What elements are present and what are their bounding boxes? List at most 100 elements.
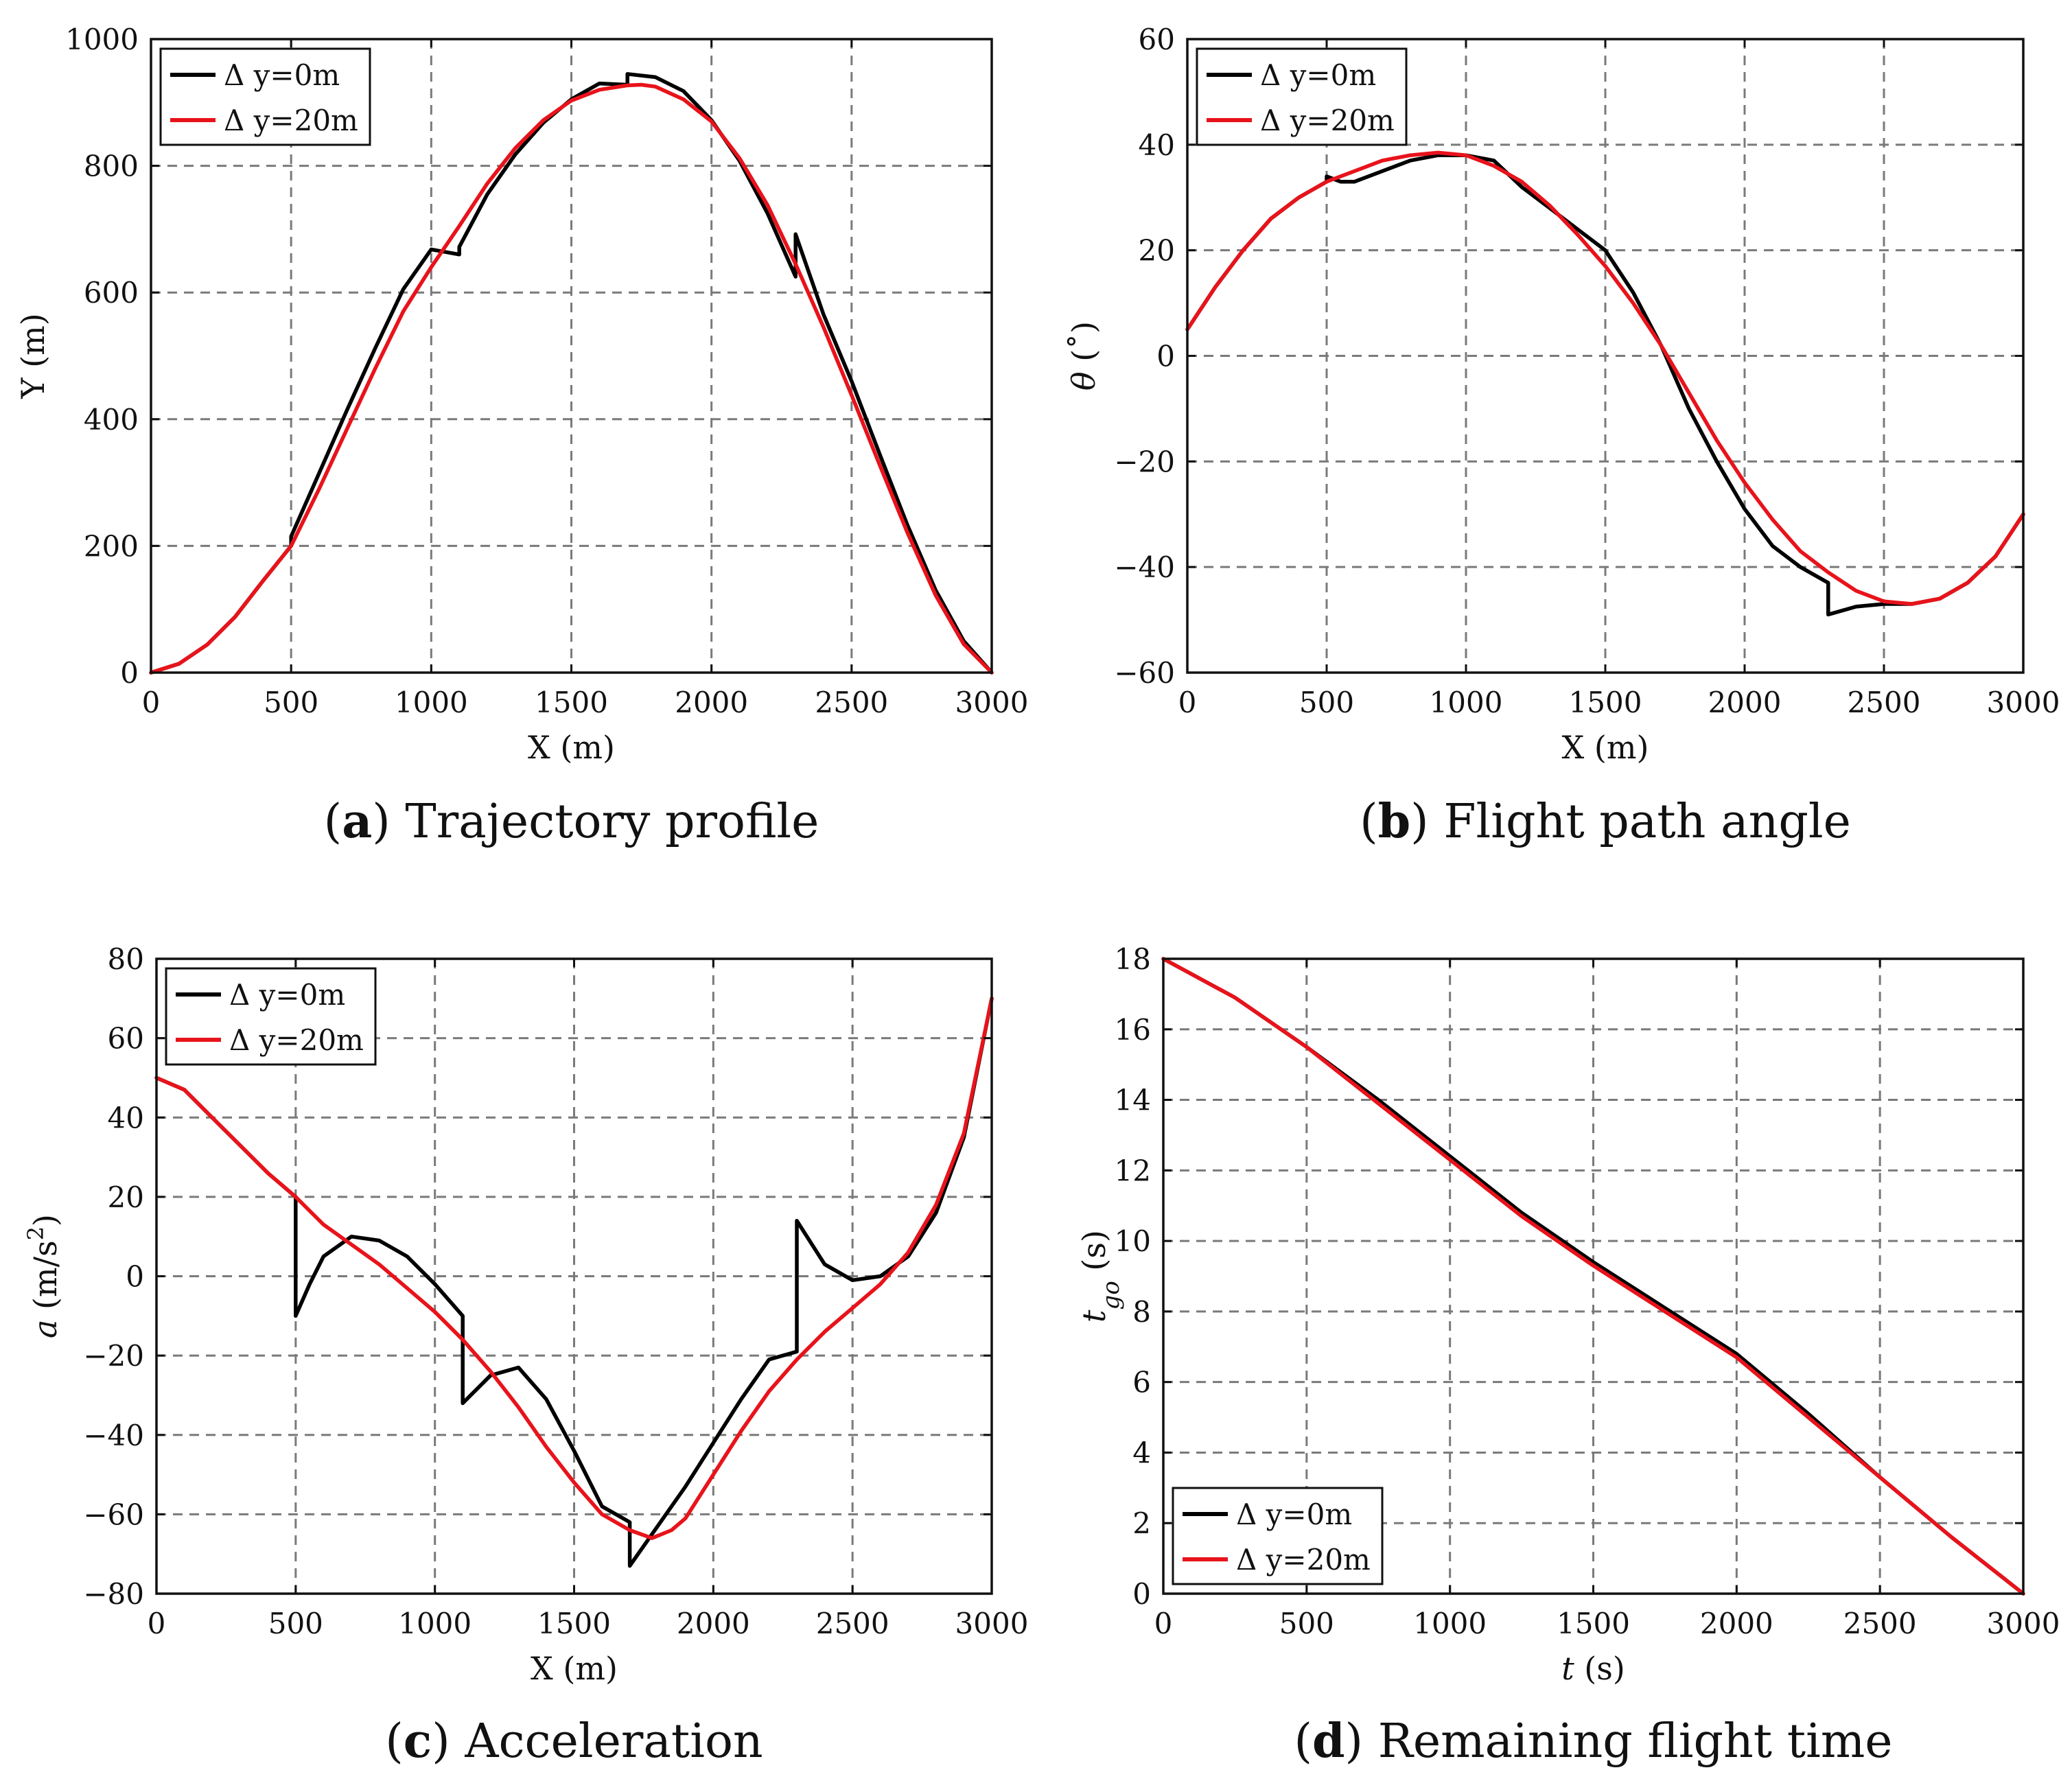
panel-d-remaining-flight-time: 0 500 1000 1500 2000 2500 3000 0 2 4 6 8 10 12 14 16 18 t…	[1075, 942, 2060, 1769]
y-tick-label: 16	[1115, 1013, 1151, 1047]
panel-caption: (d) Remaining flight time	[1294, 1714, 1892, 1769]
y-tick-label: 40	[108, 1101, 144, 1134]
y-tick-label: 8	[1132, 1295, 1151, 1329]
x-tick-label: 2000	[675, 686, 748, 719]
caption-letter: d	[1312, 1714, 1345, 1769]
series-line-1	[1161, 957, 2025, 1596]
y-tick-label: 0	[120, 656, 139, 690]
y-tick-label: 40	[1139, 128, 1175, 162]
panel-caption: (a) Trajectory profile	[324, 794, 819, 849]
caption-close-paren: )	[1410, 795, 1443, 849]
legend-box	[165, 967, 377, 1066]
caption-letter: c	[404, 1714, 432, 1769]
legend-label-1: Δ y=20m	[224, 104, 358, 137]
y-tick-label: 400	[84, 403, 139, 437]
x-tick-label: 500	[1279, 1607, 1334, 1640]
x-tick-label: 1500	[537, 1607, 611, 1640]
y-axis-label: Y (m)	[14, 313, 51, 399]
legend: Δ y=0m Δ y=20m	[1172, 1487, 1384, 1585]
legend-label-0: Δ y=0m	[229, 978, 345, 1012]
y-tick-label: −60	[1114, 656, 1175, 690]
y-axis-label-symbol: a	[27, 1320, 64, 1338]
y-tick-label: 14	[1115, 1084, 1151, 1117]
y-tick-label: −40	[83, 1419, 144, 1452]
y-axis-label-symbol: t	[1075, 1310, 1113, 1323]
x-tick-label: 3000	[955, 1607, 1029, 1640]
x-axis-label: X (m)	[528, 729, 615, 766]
x-tick-label: 0	[1154, 1607, 1173, 1640]
caption-close-paren: )	[372, 795, 405, 849]
x-tick-label: 2500	[816, 1607, 889, 1640]
y-tick-label: 10	[1115, 1224, 1151, 1258]
y-tick-label: 0	[1156, 340, 1175, 373]
y-tick-label: 60	[1139, 23, 1175, 56]
caption-open-paren: (	[1360, 795, 1378, 849]
legend-label-0: Δ y=0m	[224, 58, 340, 92]
x-tick-label: 500	[264, 686, 318, 719]
y-tick-label: 200	[84, 529, 139, 563]
legend-label-1: Δ y=20m	[229, 1023, 364, 1057]
x-axis-label: X (m)	[531, 1650, 618, 1687]
series-line-0	[154, 997, 994, 1568]
y-axis-label-unit: (m/s	[27, 1240, 64, 1319]
x-tick-label: 2000	[1700, 1607, 1773, 1640]
caption-text: Acceleration	[464, 1714, 763, 1769]
legend-box	[1196, 47, 1408, 146]
caption-close-paren: )	[1345, 1714, 1378, 1769]
y-axis-label: a (m/s2)	[23, 1214, 64, 1338]
x-tick-label: 2000	[1708, 686, 1782, 719]
y-tick-label: 12	[1115, 1154, 1151, 1187]
caption-text: Remaining flight time	[1378, 1714, 1893, 1769]
panel-caption: (c) Acceleration	[385, 1714, 763, 1769]
legend: Δ y=0m Δ y=20m	[159, 47, 371, 146]
y-tick-label: 0	[1132, 1577, 1151, 1611]
y-tick-label: −80	[83, 1577, 144, 1611]
x-tick-label: 1000	[1430, 686, 1503, 719]
x-tick-label: 2000	[677, 1607, 750, 1640]
caption-letter: a	[342, 794, 372, 849]
x-axis-label: t (s)	[1561, 1650, 1625, 1687]
y-axis-label-symbol: θ	[1065, 371, 1102, 391]
y-axis-label-exponent: 2	[23, 1226, 49, 1240]
y-tick-label: 4	[1132, 1436, 1151, 1469]
legend-box	[159, 47, 371, 146]
y-tick-label: 18	[1115, 942, 1151, 976]
legend-box	[1172, 1487, 1384, 1585]
y-tick-label: −60	[83, 1498, 144, 1531]
y-tick-label: 20	[1139, 234, 1175, 268]
caption-open-paren: (	[324, 795, 342, 849]
y-tick-label: −40	[1114, 550, 1175, 584]
x-tick-label: 1500	[535, 686, 608, 719]
series-line-1	[1185, 150, 2025, 606]
y-tick-label: 60	[108, 1022, 144, 1056]
x-tick-label: 0	[142, 686, 161, 719]
x-tick-label: 500	[268, 1607, 323, 1640]
legend-label-0: Δ y=0m	[1236, 1498, 1352, 1531]
x-tick-label: 0	[148, 1607, 166, 1640]
x-tick-label: 0	[1178, 686, 1197, 719]
x-tick-label: 1000	[1413, 1607, 1487, 1640]
x-tick-label: 3000	[1987, 686, 2060, 719]
legend: Δ y=0m Δ y=20m	[1196, 47, 1408, 146]
y-axis-label: tgo (s)	[1075, 1230, 1125, 1323]
legend-label-1: Δ y=20m	[1260, 104, 1395, 137]
x-tick-label: 3000	[1987, 1607, 2060, 1640]
series-line-0	[1185, 153, 2025, 617]
y-tick-label: 20	[108, 1180, 144, 1214]
y-tick-label: 80	[108, 942, 144, 976]
panel-a-trajectory-profile: 0 500 1000 1500 2000 2500 3000 0 200 400 600 800 100…	[14, 23, 1028, 849]
y-tick-label: −20	[1114, 445, 1175, 478]
y-tick-label: 2	[1132, 1506, 1151, 1540]
x-tick-label: 1000	[398, 1607, 472, 1640]
y-axis-label-unit: (s)	[1075, 1230, 1113, 1281]
series-line-1	[149, 82, 994, 675]
y-tick-label: 1000	[65, 23, 139, 56]
series-line-1	[154, 997, 994, 1540]
x-tick-label: 2500	[1848, 686, 1921, 719]
y-tick-label: 800	[84, 150, 139, 183]
caption-close-paren: )	[432, 1714, 465, 1769]
caption-text: Trajectory profile	[405, 795, 819, 849]
x-axis-label-unit: (s)	[1574, 1650, 1625, 1687]
y-axis-label-unit: (˚)	[1065, 321, 1102, 372]
